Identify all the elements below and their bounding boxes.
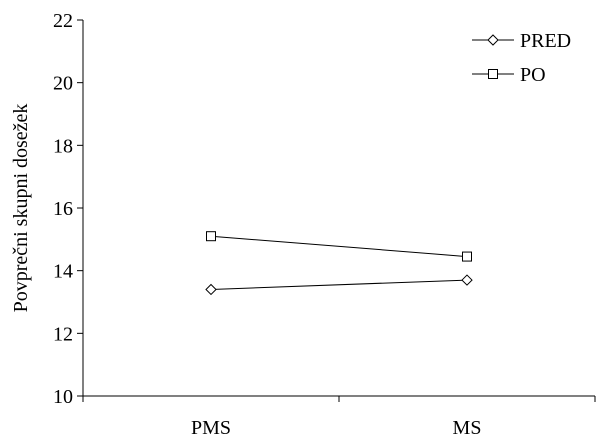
legend-item-po: PO <box>472 64 546 86</box>
legend-marker-po <box>488 69 498 79</box>
y-axis-title: Povprečni skupni dosežek <box>10 104 32 313</box>
y-tick-label: 22 <box>53 10 73 32</box>
data-point-pred <box>461 274 473 286</box>
y-tick-label: 14 <box>53 261 73 283</box>
data-point-po <box>206 231 216 242</box>
series-line-po <box>210 235 468 258</box>
legend: PRED PO <box>472 30 571 86</box>
series-pred <box>205 274 473 296</box>
series-line-pred <box>210 279 468 290</box>
plot-area: 10 12 14 16 18 20 22 PMS MS <box>53 10 596 439</box>
legend-label-po: PO <box>520 64 546 86</box>
data-point-pred <box>205 283 217 296</box>
y-tick-label: 16 <box>53 198 73 220</box>
y-tick-label: 20 <box>53 73 73 95</box>
legend-item-pred: PRED <box>472 30 571 52</box>
y-axis-ticks: 10 12 14 16 18 20 22 <box>53 10 83 408</box>
legend-label-pred: PRED <box>520 30 571 52</box>
y-tick-label: 10 <box>53 386 73 408</box>
x-tick-label: MS <box>453 417 482 439</box>
y-tick-label: 18 <box>53 135 73 157</box>
legend-marker-pred <box>487 34 499 46</box>
x-tick-label: PMS <box>191 417 231 439</box>
x-axis-ticks: PMS MS <box>82 396 596 439</box>
series-layer <box>205 231 473 296</box>
series-po <box>206 231 472 262</box>
data-point-po <box>462 251 472 262</box>
y-tick-label: 12 <box>53 323 73 345</box>
